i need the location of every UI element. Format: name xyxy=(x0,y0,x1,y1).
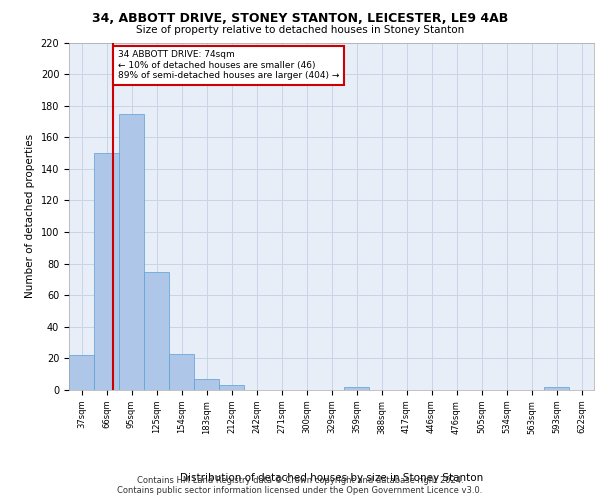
Text: 34 ABBOTT DRIVE: 74sqm
← 10% of detached houses are smaller (46)
89% of semi-det: 34 ABBOTT DRIVE: 74sqm ← 10% of detached… xyxy=(118,50,339,80)
Bar xyxy=(69,355,94,390)
Text: Size of property relative to detached houses in Stoney Stanton: Size of property relative to detached ho… xyxy=(136,25,464,35)
Text: Contains HM Land Registry data © Crown copyright and database right 2024.
Contai: Contains HM Land Registry data © Crown c… xyxy=(118,476,482,495)
Y-axis label: Number of detached properties: Number of detached properties xyxy=(25,134,35,298)
Bar xyxy=(119,114,144,390)
Bar xyxy=(544,387,569,390)
Bar xyxy=(94,153,119,390)
X-axis label: Distribution of detached houses by size in Stoney Stanton: Distribution of detached houses by size … xyxy=(180,472,483,482)
Bar xyxy=(219,386,244,390)
Text: 34, ABBOTT DRIVE, STONEY STANTON, LEICESTER, LE9 4AB: 34, ABBOTT DRIVE, STONEY STANTON, LEICES… xyxy=(92,12,508,26)
Bar xyxy=(169,354,194,390)
Bar xyxy=(194,379,219,390)
Bar xyxy=(144,272,169,390)
Bar xyxy=(344,387,369,390)
